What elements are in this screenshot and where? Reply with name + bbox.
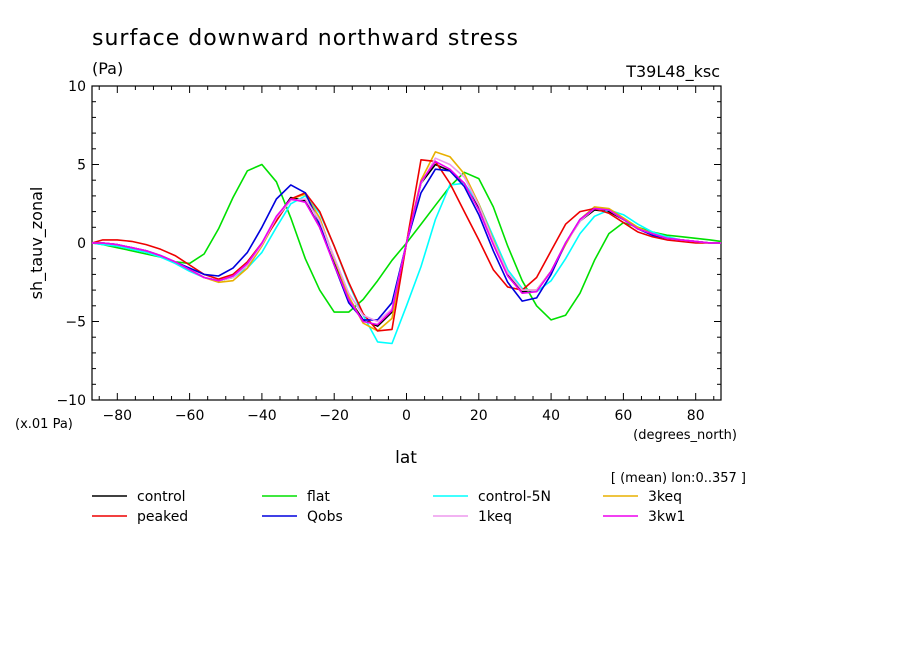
x-tick-label: 0 (402, 408, 411, 424)
series-lines (91, 151, 722, 345)
x-tick-label: −40 (247, 408, 277, 424)
chart-units: (Pa) (92, 59, 123, 78)
series-line-control-5n (91, 182, 721, 345)
x-axis-units: (degrees_north) (633, 428, 737, 443)
legend-label-1keq: 1keq (478, 509, 512, 525)
legend-label-control: control (137, 489, 186, 505)
x-tick-label: −60 (175, 408, 205, 424)
y-tick-label: −5 (65, 315, 86, 331)
y-tick-label: −10 (56, 393, 86, 409)
legend-label-qobs: Qobs (307, 509, 343, 525)
y-tick-label: 5 (77, 158, 86, 174)
chart-title: surface downward northward stress (92, 26, 519, 51)
x-tick-label: 40 (542, 408, 560, 424)
x-tick-label: −80 (103, 408, 133, 424)
x-axis-label: lat (395, 448, 417, 468)
legend-label-3keq: 3keq (648, 489, 682, 505)
y-axis-label: sh_tauv_zonal (27, 187, 47, 300)
legend-label-control-5n: control-5N (478, 489, 551, 505)
x-tick-label: −20 (319, 408, 349, 424)
legend-label-peaked: peaked (137, 509, 188, 525)
legend: control flat control-5N 3keq peaked Qobs 1keq 3… (92, 489, 685, 525)
legend-label-flat: flat (307, 489, 330, 505)
x-tick-label: 20 (470, 408, 488, 424)
y-axis-scale: (x.01 Pa) (15, 417, 73, 432)
x-tick-label: 80 (687, 408, 705, 424)
plot-area: −80 −60 −40 −20 0 20 40 60 80 −10 −5 0 5 10 (56, 79, 722, 424)
x-tick-label: 60 (614, 408, 632, 424)
y-tick-label: 10 (68, 79, 86, 95)
y-tick-label: 0 (77, 236, 86, 252)
averaging-note: [ (mean) lon:0..357 ] (611, 471, 746, 486)
legend-label-3kw1: 3kw1 (648, 509, 685, 525)
axis-ticks: −80 −60 −40 −20 0 20 40 60 80 −10 −5 0 5 10 (56, 79, 721, 424)
series-line-3kw1 (92, 160, 721, 326)
experiment-label: T39L48_ksc (625, 62, 720, 82)
